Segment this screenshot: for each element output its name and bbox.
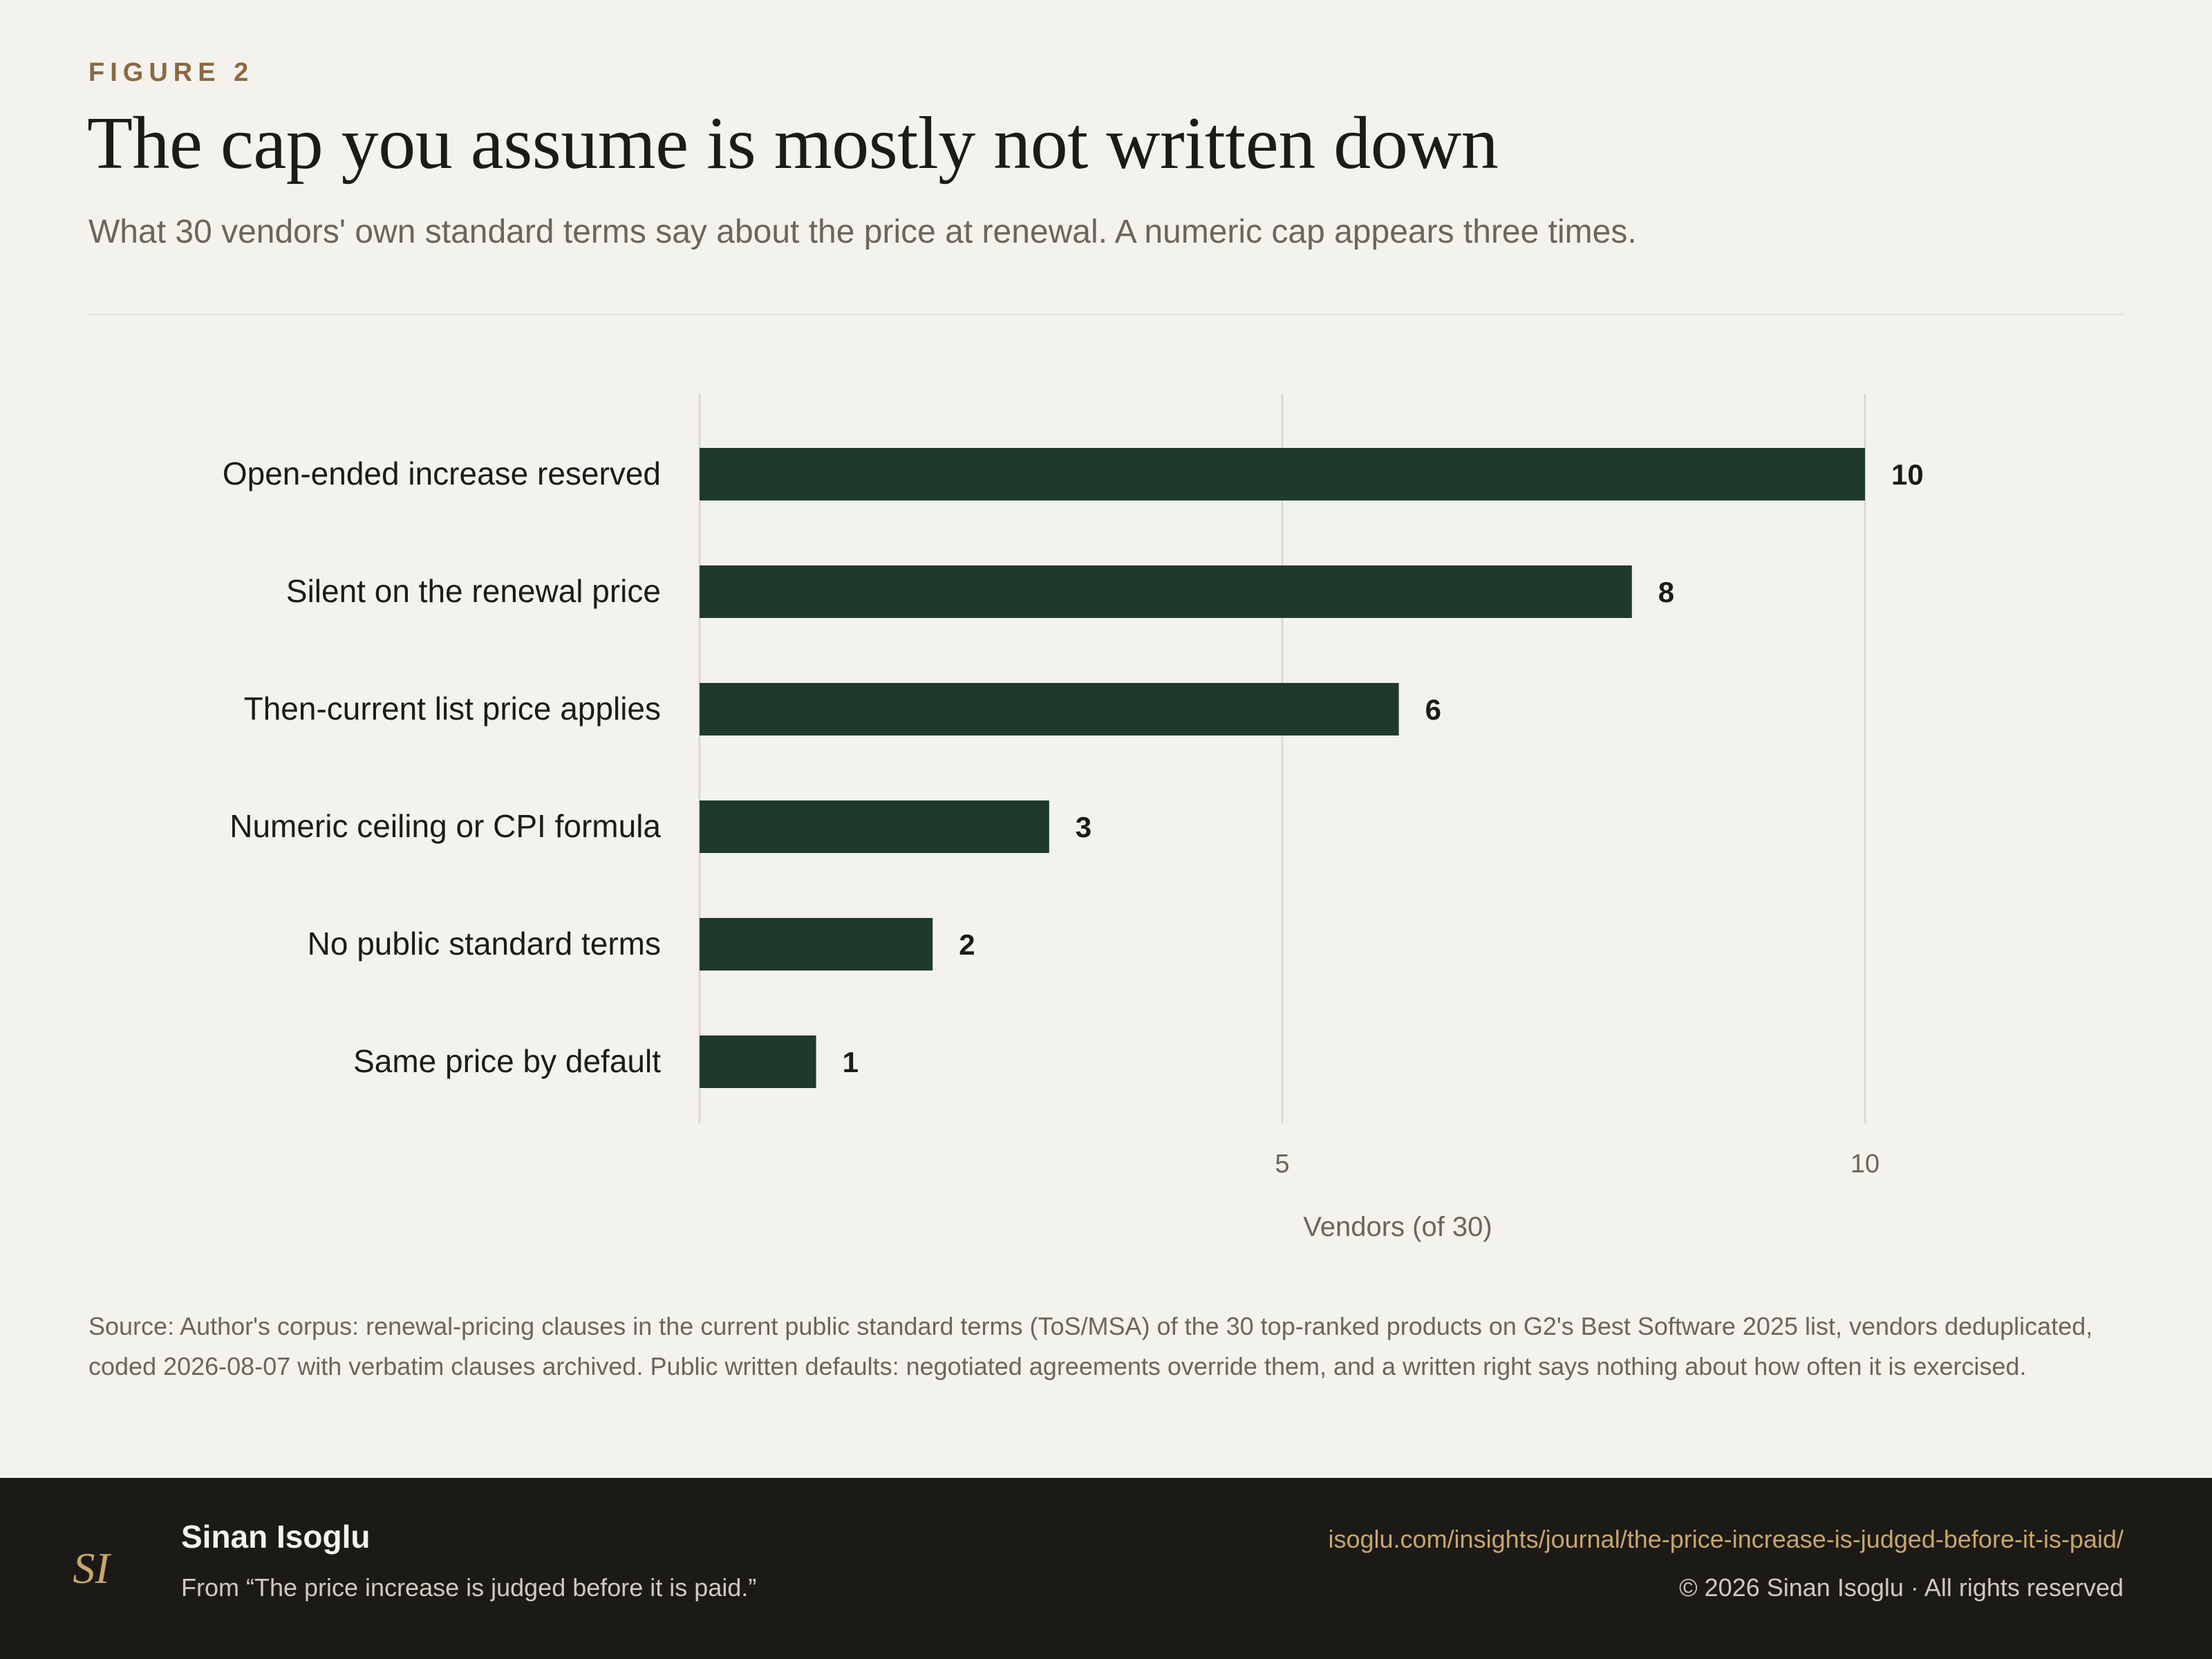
category-label: Open-ended increase reserved — [223, 456, 661, 491]
author-name: Sinan Isoglu — [181, 1519, 371, 1555]
category-label: No public standard terms — [308, 926, 661, 962]
article-link[interactable]: isoglu.com/insights/journal/the-price-in… — [1328, 1525, 2124, 1553]
value-label: 8 — [1658, 576, 1674, 608]
author-logo: SI — [73, 1544, 111, 1593]
bar — [700, 683, 1399, 735]
category-label: Silent on the renewal price — [286, 573, 661, 609]
bar — [700, 448, 1865, 500]
value-label: 2 — [959, 928, 975, 961]
value-label: 6 — [1425, 693, 1441, 726]
figure-number: FIGURE 2 — [88, 58, 254, 87]
x-tick-label: 5 — [1275, 1150, 1289, 1179]
logo-monogram: SI — [73, 1544, 111, 1593]
x-axis-label: Vendors (of 30) — [1303, 1212, 1492, 1242]
bar — [700, 1035, 816, 1088]
footer — [0, 1478, 2212, 1659]
chart-title: The cap you assume is mostly not written… — [87, 102, 1499, 185]
bar — [700, 565, 1632, 618]
article-reference: From “The price increase is judged befor… — [181, 1573, 757, 1602]
chart-subtitle: What 30 vendors' own standard terms say … — [88, 214, 1637, 250]
value-label: 3 — [1076, 811, 1091, 843]
bar — [700, 918, 933, 971]
x-tick-label: 10 — [1850, 1150, 1880, 1179]
category-label: Then-current list price applies — [244, 691, 661, 727]
value-label: 10 — [1891, 458, 1924, 491]
bar-chart: 5 10 Vendors (of 30) Open-ended increase re… — [223, 394, 1924, 1242]
category-label: Numeric ceiling or CPI formula — [229, 808, 661, 844]
source-note: Source: Author's corpus: renewal-pricing… — [88, 1312, 2093, 1380]
category-label: Same price by default — [353, 1043, 661, 1079]
copyright-notice: © 2026 Sinan Isoglu · All rights reserve… — [1679, 1573, 2124, 1602]
bar — [700, 800, 1049, 853]
value-label: 1 — [843, 1046, 859, 1078]
header-divider — [88, 314, 2124, 315]
